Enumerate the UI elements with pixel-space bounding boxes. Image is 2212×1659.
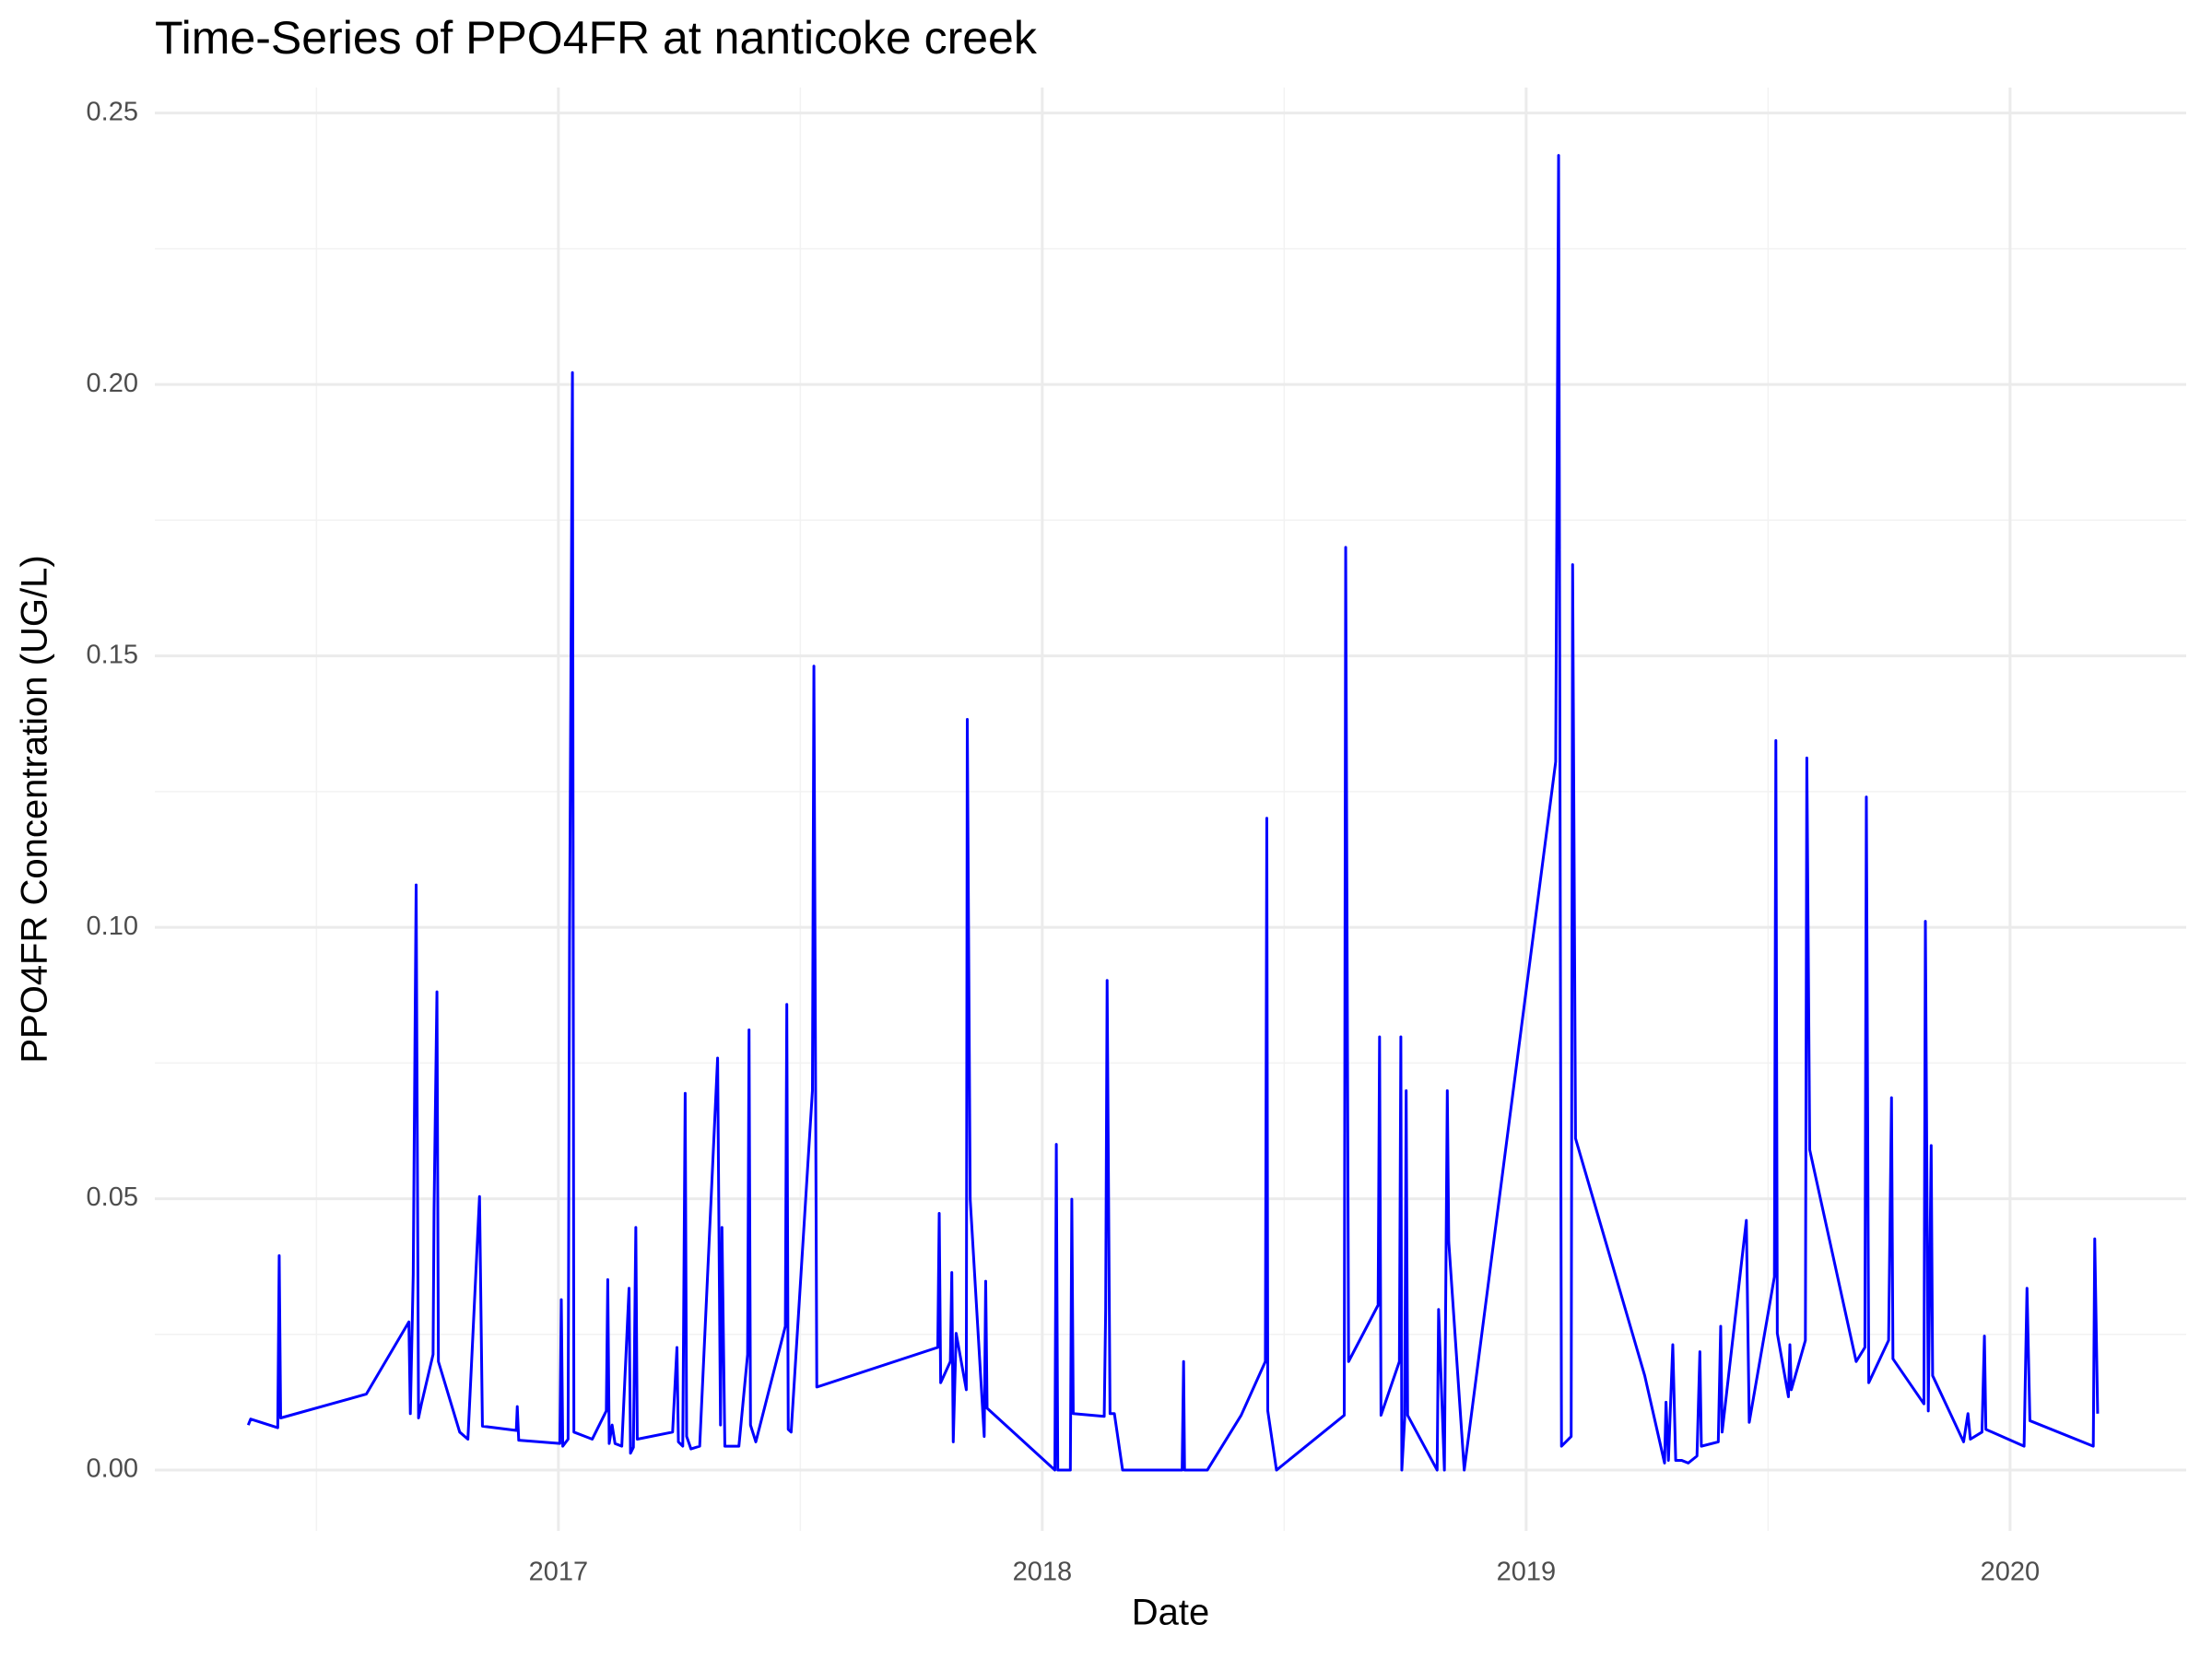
y-tick-label: 0.05 [87, 1182, 138, 1212]
grid [155, 88, 2186, 1531]
x-tick-label: 2020 [1981, 1558, 2041, 1587]
x-tick-label: 2017 [529, 1558, 589, 1587]
chart-title: Time-Series of PPO4FR at nanticoke creek [155, 12, 1038, 64]
plot-area [246, 154, 2100, 1472]
x-tick-label: 2019 [1497, 1558, 1557, 1587]
y-tick-label: 0.20 [87, 369, 138, 398]
y-tick-label: 0.25 [87, 97, 138, 126]
data-line [246, 154, 2100, 1472]
y-tick-label: 0.15 [87, 640, 138, 669]
x-axis-title: Date [1132, 1593, 1210, 1633]
x-tick-label: 2018 [1013, 1558, 1073, 1587]
y-tick-label: 0.10 [87, 912, 138, 941]
y-tick-label: 0.00 [87, 1454, 138, 1484]
y-axis-title: PPO4FR Concentration (UG/L) [15, 555, 55, 1063]
